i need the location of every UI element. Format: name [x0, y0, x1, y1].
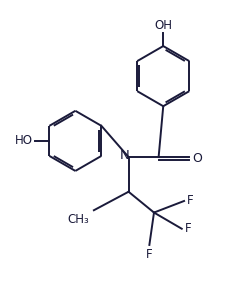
Text: O: O	[192, 152, 202, 165]
Text: OH: OH	[154, 19, 172, 32]
Text: HO: HO	[15, 134, 33, 147]
Text: N: N	[120, 149, 130, 162]
Text: F: F	[187, 194, 194, 207]
Text: CH₃: CH₃	[67, 212, 89, 226]
Text: F: F	[185, 222, 191, 235]
Text: F: F	[146, 249, 153, 261]
